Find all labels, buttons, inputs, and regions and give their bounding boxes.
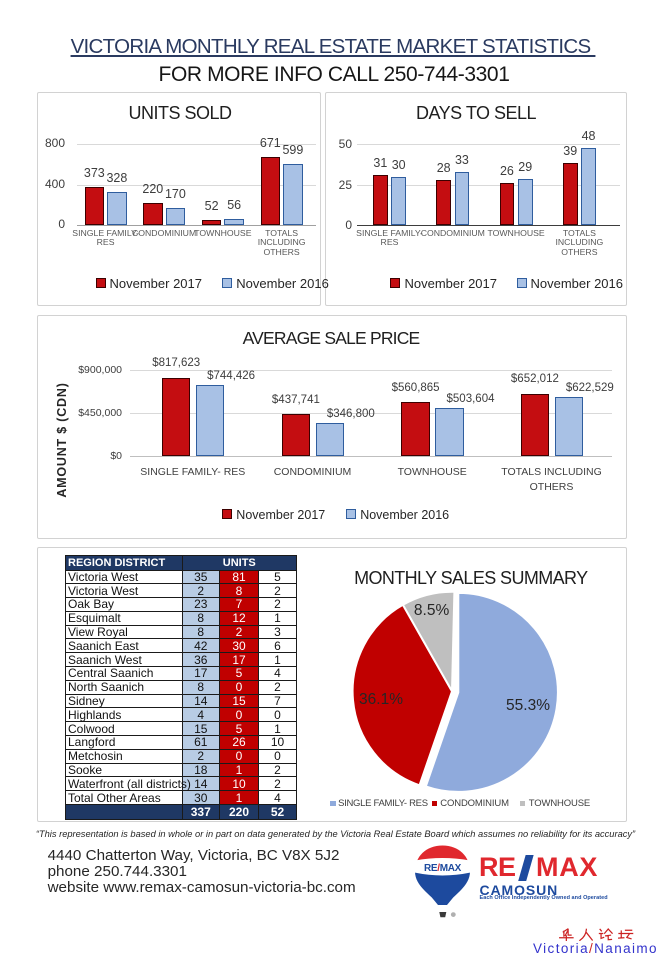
- svg-text:RE/MAX: RE/MAX: [424, 863, 462, 874]
